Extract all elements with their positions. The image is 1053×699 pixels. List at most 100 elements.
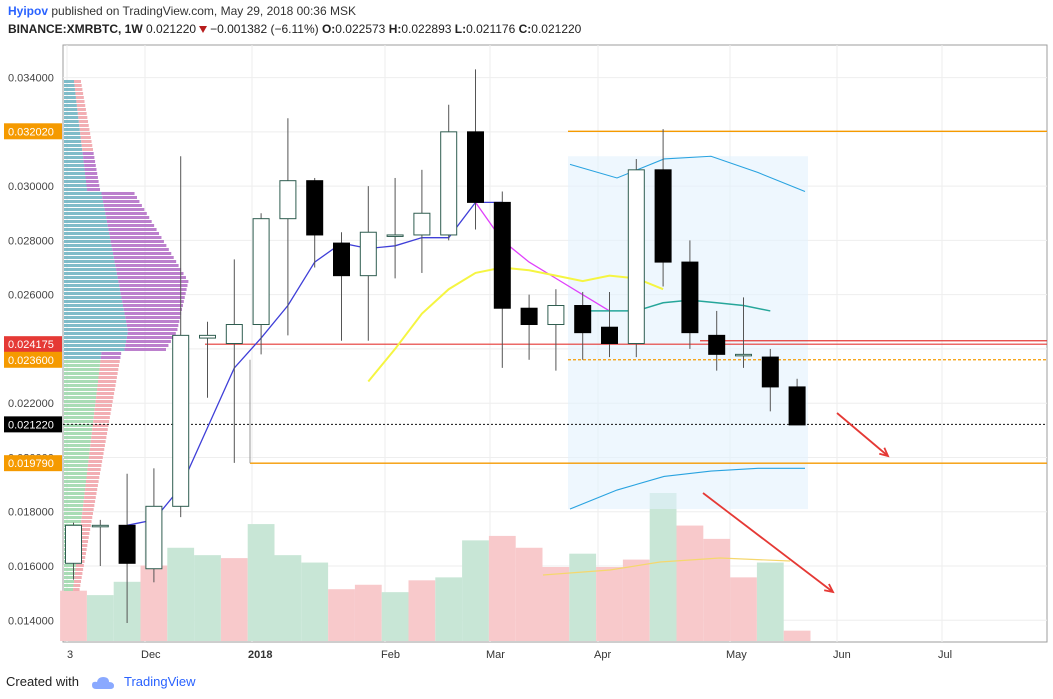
y-tick-label: 0.022000 <box>8 398 54 410</box>
volume-bar <box>622 559 650 641</box>
volume-profile-bar <box>64 348 125 351</box>
volume-profile-bar <box>64 444 91 447</box>
candle <box>467 131 484 203</box>
volume-profile-bar <box>85 488 98 491</box>
volume-profile-bar <box>64 568 76 571</box>
volume-bar <box>730 577 757 641</box>
volume-profile-bar <box>64 320 127 323</box>
volume-profile-bar <box>74 572 83 575</box>
volume-profile-bar <box>82 508 94 511</box>
volume-profile-bar <box>77 112 87 115</box>
volume-bar <box>354 584 382 641</box>
down-arrow-2 <box>702 492 834 593</box>
volume-profile-bar <box>64 392 97 395</box>
volume-profile-bar <box>81 516 93 519</box>
candle <box>708 334 726 355</box>
volume-profile-bar <box>64 508 83 511</box>
volume-profile-bar <box>64 400 96 403</box>
volume-profile-bar <box>64 148 83 151</box>
volume-profile-bar <box>64 236 110 239</box>
volume-profile-bar <box>123 308 183 311</box>
volume-profile-bar <box>64 424 93 427</box>
volume-profile-bar <box>64 80 74 83</box>
volume-profile-bar <box>64 232 110 235</box>
volume-profile-bar <box>103 204 142 207</box>
volume-profile-bar <box>74 84 82 87</box>
created-with-text: Created with <box>6 674 79 689</box>
volume-profile-bar <box>94 408 112 411</box>
volume-profile-bar <box>64 420 94 423</box>
band-upper-line <box>569 155 806 193</box>
volume-profile-bar <box>76 104 86 107</box>
volume-profile-bar <box>86 184 100 187</box>
down-arrow-1-head <box>879 447 890 458</box>
volume-bar <box>86 595 114 641</box>
candle <box>627 169 645 344</box>
volume-profile-bar <box>64 228 109 231</box>
volume-profile-bar <box>102 196 137 199</box>
volume-profile-bar <box>89 452 104 455</box>
volume-profile-bar <box>93 416 110 419</box>
volume-profile-bar <box>89 448 105 451</box>
volume-profile-bar <box>64 484 86 487</box>
volume-profile-bar <box>98 376 117 379</box>
volume-profile-bar <box>84 164 96 167</box>
volume-profile-bar <box>64 464 88 467</box>
volume-profile-bar <box>64 260 115 263</box>
candle <box>547 305 565 326</box>
candle <box>493 201 511 309</box>
tradingview-link[interactable]: TradingView <box>124 674 196 689</box>
volume-profile-bar <box>64 100 77 103</box>
volume-profile-bar <box>64 216 107 219</box>
volume-profile-bar <box>109 236 162 239</box>
volume-profile-bar <box>126 340 171 343</box>
volume-profile-bar <box>64 576 75 579</box>
author-name[interactable]: Hyipov <box>8 4 49 18</box>
volume-profile-bar <box>64 504 84 507</box>
high-value: 0.022893 <box>401 22 452 36</box>
volume-profile-bar <box>125 344 169 347</box>
price-label: 0.032020 <box>8 126 54 138</box>
volume-profile-bar <box>81 520 92 523</box>
volume-profile-bar <box>84 496 96 499</box>
volume-profile-bar <box>73 588 80 591</box>
volume-profile-bar <box>123 304 183 307</box>
volume-profile-bar <box>96 396 114 399</box>
volume-profile-bar <box>64 440 91 443</box>
volume-profile-bar <box>124 348 166 351</box>
volume-profile-bar <box>80 132 91 135</box>
candle <box>520 307 538 326</box>
volume-profile-bar <box>64 184 87 187</box>
candle <box>761 356 779 388</box>
volume-profile-bar <box>88 456 103 459</box>
candle <box>306 180 324 236</box>
volume-profile-bar <box>64 168 85 171</box>
volume-profile-bar <box>64 388 98 391</box>
y-tick-label: 0.034000 <box>8 73 54 85</box>
candle <box>359 231 377 277</box>
volume-profile-bar <box>64 284 120 287</box>
volume-profile-bar <box>64 208 105 211</box>
volume-profile-bar <box>103 200 140 203</box>
volume-profile-bar <box>64 188 87 191</box>
volume-profile-bar <box>113 252 172 255</box>
volume-profile-bar <box>97 388 115 391</box>
down-arrow-2-head <box>824 583 835 594</box>
volume-profile-bar <box>64 448 90 451</box>
volume-profile-bar <box>81 144 93 147</box>
volume-profile-bar <box>79 128 90 131</box>
open-label: O: <box>321 22 336 36</box>
volume-profile-bar <box>118 280 189 283</box>
price-label: 0.021220 <box>8 419 54 431</box>
volume-profile-bar <box>76 100 85 103</box>
volume-profile-bar <box>108 228 157 231</box>
x-tick-label: Dec <box>141 649 161 661</box>
volume-profile-bar <box>100 360 120 363</box>
volume-profile-bar <box>82 512 93 515</box>
volume-profile-bar <box>64 172 86 175</box>
volume-profile-bar <box>107 224 155 227</box>
price-label-box <box>4 455 62 472</box>
volume-profile-bar <box>113 256 174 259</box>
volume-profile-bar <box>64 500 84 503</box>
